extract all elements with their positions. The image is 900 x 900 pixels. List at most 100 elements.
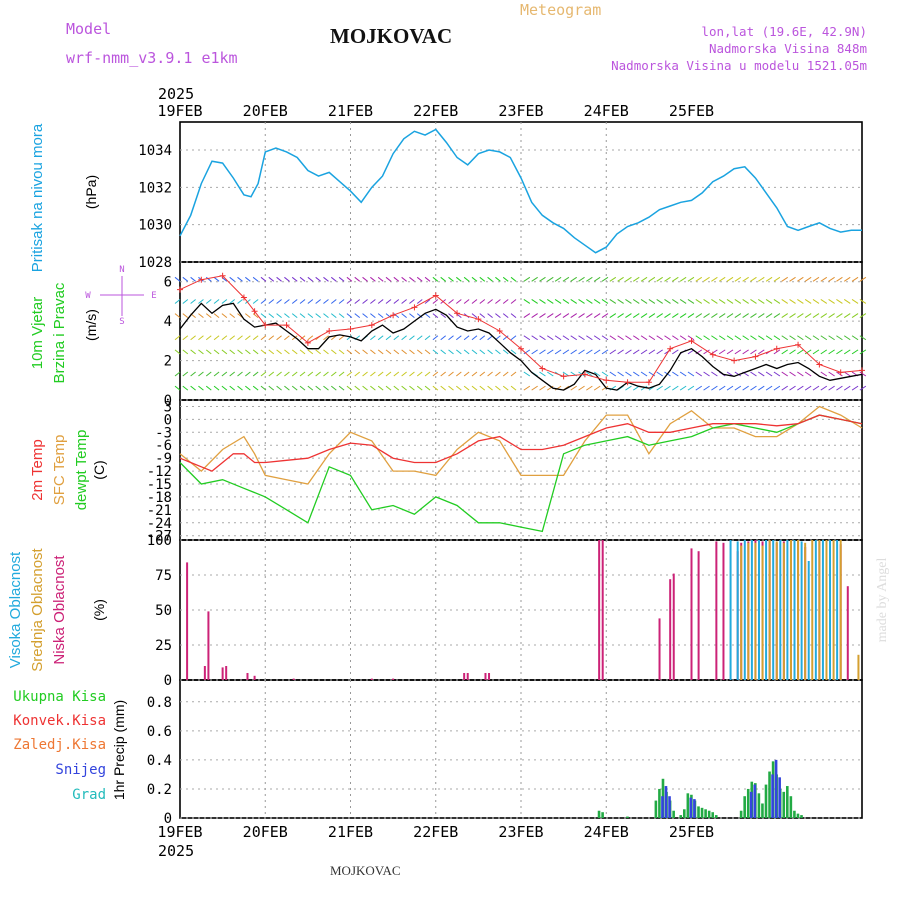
wind-barb bbox=[625, 385, 632, 391]
wind-barb bbox=[354, 385, 361, 391]
wind-barb bbox=[198, 371, 204, 377]
wind-barb bbox=[609, 371, 617, 377]
wind-barb bbox=[284, 349, 290, 355]
temp-ylabel-2: SFC Temp bbox=[51, 435, 68, 506]
wind-barb bbox=[593, 276, 601, 282]
wind-barb bbox=[268, 276, 275, 282]
wind-barb bbox=[765, 335, 773, 341]
wind-barb bbox=[726, 276, 734, 282]
wind-barb bbox=[539, 385, 546, 391]
wind-barb bbox=[190, 299, 196, 304]
mid_cloud-bar bbox=[775, 541, 778, 680]
wind-barb bbox=[554, 335, 562, 341]
wind-barb bbox=[570, 335, 578, 341]
wind-barb bbox=[758, 276, 765, 282]
wind-barb bbox=[463, 385, 470, 391]
wind-barb bbox=[640, 313, 648, 319]
wind-barb bbox=[539, 349, 546, 355]
wind-series bbox=[174, 272, 867, 391]
wind-barb bbox=[758, 371, 765, 377]
wind-barb bbox=[679, 313, 687, 319]
low_cloud-bar bbox=[246, 673, 249, 680]
wind-barb bbox=[781, 335, 789, 341]
wind-barb bbox=[851, 335, 859, 341]
mid_cloud-bar bbox=[747, 542, 750, 680]
wind-barb bbox=[601, 385, 609, 391]
wind-barb bbox=[252, 335, 259, 341]
wind-barb bbox=[531, 313, 538, 319]
high_cloud-bar bbox=[807, 561, 810, 680]
wind-barb bbox=[299, 385, 306, 391]
wind-barb bbox=[409, 385, 415, 391]
wind-barb bbox=[502, 276, 509, 282]
wind-barb bbox=[609, 349, 617, 355]
model-label: Model bbox=[66, 20, 111, 38]
wind-barb bbox=[440, 276, 447, 282]
wind-barb bbox=[182, 371, 189, 377]
low_cloud-bar bbox=[207, 611, 210, 680]
wind-barb bbox=[672, 276, 679, 282]
wind-gust-marker bbox=[773, 345, 780, 352]
temp-labels: 2m Temp SFC Temp dewpt Temp (C) bbox=[29, 430, 107, 511]
wind-barb bbox=[495, 371, 501, 377]
wind-barb bbox=[362, 313, 368, 318]
wind-barb bbox=[487, 349, 493, 355]
wind-barb bbox=[323, 299, 329, 304]
wind-barb bbox=[284, 299, 290, 304]
wind-barb bbox=[205, 349, 212, 355]
wind-barb bbox=[362, 299, 368, 304]
temp-ytick-label: -12 bbox=[147, 464, 172, 480]
wind-barb bbox=[859, 349, 867, 355]
wind-barb bbox=[174, 371, 181, 377]
wind-barb bbox=[711, 313, 718, 319]
wind-barb bbox=[440, 371, 447, 377]
high_cloud-bar bbox=[793, 540, 796, 680]
wind-gust-marker bbox=[667, 345, 674, 352]
total-precip-bar bbox=[686, 793, 690, 818]
snow-precip-bar bbox=[668, 796, 671, 818]
wind-barb bbox=[547, 349, 554, 355]
wind-barb bbox=[773, 349, 781, 355]
wind-barb bbox=[843, 371, 851, 377]
wind-barb bbox=[315, 276, 321, 282]
wind-barb bbox=[836, 276, 843, 282]
wind-barb bbox=[237, 335, 243, 341]
snow-precip-bar bbox=[693, 799, 696, 818]
wind-barb bbox=[554, 299, 562, 304]
wind-barb bbox=[182, 385, 189, 391]
wind-barb bbox=[586, 299, 593, 304]
total-precip-bar bbox=[786, 786, 789, 818]
low_cloud-bar bbox=[690, 548, 693, 680]
wind-barb bbox=[252, 313, 259, 318]
wind-barb bbox=[182, 313, 189, 318]
wind-barb bbox=[510, 371, 517, 377]
wind-gust-marker bbox=[368, 322, 375, 329]
wind-barb bbox=[221, 299, 228, 304]
compass-w: W bbox=[85, 291, 91, 301]
wind-barb bbox=[687, 313, 695, 319]
sfc-temp-line bbox=[179, 405, 863, 485]
temp-2m-line bbox=[179, 414, 863, 472]
wind-gust-marker bbox=[688, 337, 695, 344]
low_cloud-bar bbox=[466, 673, 469, 680]
wind-barb bbox=[578, 385, 585, 391]
wind-barb bbox=[781, 299, 789, 304]
wind-barb bbox=[377, 335, 384, 341]
low_cloud-bar bbox=[846, 586, 849, 680]
wind-barb bbox=[330, 335, 337, 341]
wind-barb bbox=[213, 371, 220, 377]
low_cloud-bar bbox=[186, 562, 189, 680]
wind-barb bbox=[409, 276, 415, 282]
wind-barb bbox=[750, 299, 757, 304]
total-precip-bar bbox=[626, 816, 629, 818]
wind-gust-marker bbox=[454, 310, 461, 317]
wind-barb bbox=[750, 313, 757, 319]
wind-barb bbox=[554, 349, 562, 355]
wind-barb bbox=[487, 385, 493, 391]
wind-barb bbox=[456, 349, 462, 355]
wind-barb bbox=[346, 313, 353, 318]
top-day-label: 23FEB bbox=[498, 102, 543, 120]
snow-precip-bar bbox=[661, 796, 664, 818]
wind-gust-marker bbox=[475, 316, 482, 323]
wind-barb bbox=[471, 313, 478, 318]
